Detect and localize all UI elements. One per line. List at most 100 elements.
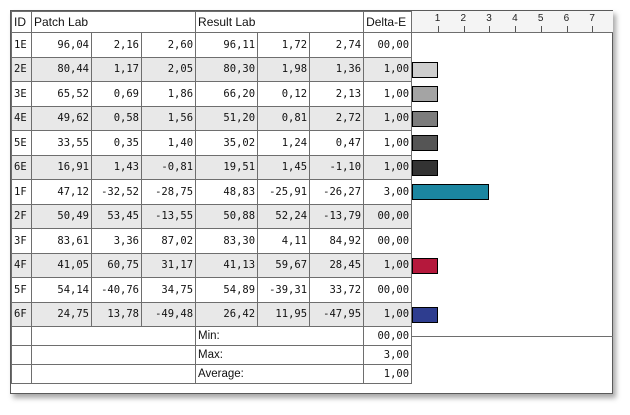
summary-blank	[30, 326, 197, 346]
delta-e-value: 1,00	[363, 130, 413, 156]
row-id: 3F	[11, 228, 32, 254]
row-id: 5F	[11, 277, 32, 303]
result-l: 50,88	[195, 203, 259, 229]
patch-a: 0,35	[91, 130, 142, 156]
patch-b: 31,17	[140, 252, 197, 278]
result-a: 1,98	[257, 56, 311, 82]
delta-e-value: 00,00	[363, 32, 413, 58]
result-l: 96,11	[195, 32, 259, 58]
result-a: 4,11	[257, 228, 311, 254]
x-tick-label: 4	[512, 13, 518, 24]
delta-e-value: 1,00	[363, 301, 413, 327]
x-tick-label: 5	[537, 13, 544, 24]
delta-e-bar	[412, 159, 438, 176]
header-patch-lab: Patch Lab	[30, 11, 197, 33]
result-b: 84,92	[309, 228, 365, 254]
patch-a: 0,58	[91, 105, 142, 131]
row-id: 4F	[11, 252, 32, 278]
x-tick-mark	[437, 26, 439, 32]
patch-l: 33,55	[31, 130, 92, 156]
result-b: 1,36	[309, 56, 365, 82]
chart-axis: 1 2 3 4 5 6 7	[412, 11, 613, 33]
delta-e-value: 1,00	[363, 154, 413, 180]
table-row: 6E 16,91 1,43 -0,81 19,51 1,45 -1,10 1,00	[11, 154, 413, 180]
result-b: -47,95	[309, 301, 365, 327]
result-b: 2,13	[309, 81, 365, 107]
summary-label: Min:	[195, 326, 365, 346]
result-l: 83,30	[195, 228, 259, 254]
result-b: -13,79	[309, 203, 365, 229]
row-id: 1E	[11, 32, 32, 58]
x-tick-label: 7	[589, 13, 595, 24]
result-a: 1,45	[257, 154, 311, 180]
table-row: 4F 41,05 60,75 31,17 41,13 59,67 28,45 1,00	[11, 252, 413, 278]
patch-l: 50,49	[31, 203, 92, 229]
patch-a: 60,75	[91, 252, 142, 278]
patch-a: 0,69	[91, 81, 142, 107]
delta-e-value: 00,00	[363, 203, 413, 229]
table-row: 1E 96,04 2,16 2,60 96,11 1,72 2,74 00,00	[11, 32, 413, 58]
result-b: -26,27	[309, 179, 365, 205]
patch-b: 2,05	[140, 56, 197, 82]
patch-l: 83,61	[31, 228, 92, 254]
patch-b: 34,75	[140, 277, 197, 303]
delta-e-report: ID Patch Lab Result Lab Delta-E 1E 96,04 2,16 2…	[10, 10, 613, 394]
row-id: 1F	[11, 179, 32, 205]
summary-blank	[11, 345, 32, 365]
result-l: 19,51	[195, 154, 259, 180]
result-l: 26,42	[195, 301, 259, 327]
table-row: 6F 24,75 13,78 -49,48 26,42 11,95 -47,95 1,00	[11, 301, 413, 327]
summary-row: Min: 00,00	[11, 326, 413, 346]
result-l: 48,83	[195, 179, 259, 205]
result-a: 59,67	[257, 252, 311, 278]
result-l: 35,02	[195, 130, 259, 156]
patch-b: -49,48	[140, 301, 197, 327]
result-b: -1,10	[309, 154, 365, 180]
result-a: 1,72	[257, 32, 311, 58]
patch-l: 41,05	[31, 252, 92, 278]
result-a: -25,91	[257, 179, 311, 205]
patch-b: 1,40	[140, 130, 197, 156]
x-tick-label: 1	[434, 13, 441, 24]
table-row: 3F 83,61 3,36 87,02 83,30 4,11 84,92 00,00	[11, 228, 413, 254]
summary-blank	[30, 364, 197, 384]
delta-e-value: 1,00	[363, 56, 413, 82]
patch-a: 3,36	[91, 228, 142, 254]
result-a: 0,12	[257, 81, 311, 107]
patch-l: 47,12	[31, 179, 92, 205]
delta-e-value: 1,00	[363, 81, 413, 107]
row-id: 5E	[11, 130, 32, 156]
x-tick-mark	[566, 26, 568, 32]
delta-e-bar	[412, 85, 438, 102]
result-l: 54,89	[195, 277, 259, 303]
header-delta-e: Delta-E	[363, 11, 413, 33]
x-tick-mark	[489, 26, 491, 32]
patch-l: 49,62	[31, 105, 92, 131]
patch-l: 24,75	[31, 301, 92, 327]
patch-l: 96,04	[31, 32, 92, 58]
delta-e-value: 00,00	[363, 277, 413, 303]
row-id: 3E	[11, 81, 32, 107]
header-id: ID	[11, 11, 32, 33]
result-a: -39,31	[257, 277, 311, 303]
delta-e-bar	[412, 257, 438, 274]
result-l: 80,30	[195, 56, 259, 82]
x-tick-mark	[540, 26, 542, 32]
result-b: 33,72	[309, 277, 365, 303]
delta-e-bar	[412, 134, 438, 151]
patch-b: 1,56	[140, 105, 197, 131]
summary-value: 00,00	[363, 326, 413, 346]
patch-b: 2,60	[140, 32, 197, 58]
table-row: 4E 49,62 0,58 1,56 51,20 0,81 2,72 1,00	[11, 105, 413, 131]
row-id: 6F	[11, 301, 32, 327]
delta-e-value: 00,00	[363, 228, 413, 254]
patch-a: -32,52	[91, 179, 142, 205]
x-tick-label: 2	[460, 13, 467, 24]
patch-a: 13,78	[91, 301, 142, 327]
result-b: 28,45	[309, 252, 365, 278]
result-l: 66,20	[195, 81, 259, 107]
patch-a: 1,43	[91, 154, 142, 180]
summary-row: Average: 1,00	[11, 364, 413, 384]
delta-e-bar	[412, 110, 438, 127]
table-row: 5E 33,55 0,35 1,40 35,02 1,24 0,47 1,00	[11, 130, 413, 156]
